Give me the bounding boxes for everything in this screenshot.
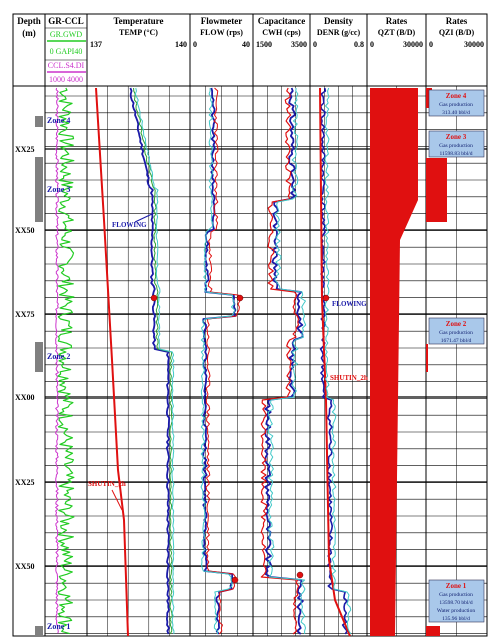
annotations: XX25 XX50 XX75 XX00 XX25 XX50 FLOWING FLOWING SH… <box>15 89 485 636</box>
track-title: Temperature <box>114 16 164 26</box>
depth-unit: (m) <box>22 28 36 38</box>
gr-curve <box>57 87 75 635</box>
temp-pass-curve <box>133 87 173 635</box>
zone-label: Zone 4 <box>47 116 70 125</box>
zone-box-title: Zone 1 <box>446 582 467 590</box>
zone-box-line: 13598.70 bbl/d <box>439 600 473 606</box>
temp-pass2-curve <box>134 87 175 635</box>
track-max: 30000 <box>464 40 484 49</box>
depth-label: XX50 <box>15 226 35 235</box>
log-grid <box>12 13 488 637</box>
zone-box-title: Zone 4 <box>446 92 467 100</box>
gr-scale: 0 GAPI40 <box>50 47 83 56</box>
dens-curve3 <box>324 87 352 635</box>
shutin-temp-arrow <box>111 489 123 511</box>
track-max: 30000 <box>403 40 423 49</box>
qzi-zone-bar <box>426 158 447 222</box>
depth-title: Depth <box>17 16 41 26</box>
gr-name: GR.GWD <box>50 30 82 39</box>
track-title: Density <box>324 16 353 26</box>
depth-label: XX25 <box>15 145 35 154</box>
zone-interval-bar <box>35 626 43 636</box>
track-unit: QZI (B/D) <box>439 28 475 37</box>
track-title: Capacitance <box>258 16 306 26</box>
track-title: Rates <box>446 16 468 26</box>
track-min: 0 <box>370 40 374 49</box>
qzi-zone-bar <box>426 344 428 372</box>
track-min: 0 <box>313 40 317 49</box>
temp-flowing-curve <box>129 87 171 635</box>
zone-box-line: Gas production <box>439 102 473 108</box>
ccl-curve <box>55 87 59 634</box>
track-unit: TEMP (°C) <box>119 28 158 37</box>
inflow-marker <box>150 294 158 302</box>
track-min: 0 <box>429 40 433 49</box>
track-unit: FLOW (rps) <box>200 28 243 37</box>
zone-box-line: 313.40 bbl/d <box>442 110 470 116</box>
dens-flowing-curve <box>319 87 348 635</box>
track-unit: QZT (B/D) <box>378 28 416 37</box>
zone-box-line: 1671.47 bbl/d <box>441 338 472 344</box>
track-min: 137 <box>90 40 102 49</box>
flowing-temp-arrow <box>134 213 153 223</box>
cap-curve2 <box>260 87 300 635</box>
zone-label: Zone 3 <box>47 185 70 194</box>
track-max: 3500 <box>291 40 307 49</box>
zone-box <box>428 89 485 117</box>
track-max: 40 <box>242 40 250 49</box>
ccl-scale: 1000 4000 <box>49 75 83 84</box>
ccl-name: CCL.S4.DI <box>48 61 85 70</box>
flow-curve2 <box>205 87 241 635</box>
track-min: 1500 <box>256 40 272 49</box>
depth-label: XX00 <box>15 393 35 402</box>
track-title: Rates <box>386 16 408 26</box>
grccl-title: GR-CCL <box>48 16 84 26</box>
depth-label: XX75 <box>15 310 35 319</box>
dens-shutin-curve <box>319 87 351 637</box>
depth-label: XX25 <box>15 478 35 487</box>
zone-box-line: 135.96 bbl/d <box>442 616 470 622</box>
flow-curve3 <box>200 87 236 635</box>
inflow-marker <box>322 294 330 302</box>
zone-label: Zone 2 <box>47 352 70 361</box>
zone-box-line: Gas production <box>439 330 473 336</box>
qzt-fill <box>370 88 418 636</box>
zone-interval-bar <box>35 116 43 127</box>
zone-box-title: Zone 3 <box>446 133 467 141</box>
zone-box-line: Water production <box>437 608 475 614</box>
cap-curve <box>264 87 304 635</box>
zone-box-title: Zone 2 <box>446 320 467 328</box>
flow-curve <box>202 87 237 635</box>
track-max: 0.8 <box>354 40 364 49</box>
cap-curve3 <box>267 87 307 635</box>
zone-interval-bar <box>35 157 43 222</box>
track-unit: DENR (g/cc) <box>317 28 361 37</box>
zone-box <box>428 317 485 345</box>
zone-box <box>428 579 485 623</box>
zone-box-line: Gas production <box>439 143 473 149</box>
depth-label: XX50 <box>15 562 35 571</box>
inflow-marker <box>231 576 239 584</box>
zone-label: Zone 1 <box>47 622 70 631</box>
inflow-marker <box>236 294 244 302</box>
zone-interval-bar <box>35 342 43 372</box>
inflow-marker <box>296 571 304 579</box>
log-curves <box>55 87 447 637</box>
track-min: 0 <box>193 40 197 49</box>
zone-box-line: 11598.83 bbl/d <box>439 151 472 157</box>
shutin-dens-label: SHUTIN_2h <box>330 374 368 382</box>
temp-shutin-curve <box>95 87 129 637</box>
header-row: Depth (m) GR-CCL GR.GWD 0 GAPI40 CCL.S4.DI 100… <box>17 16 484 84</box>
qzi-zone-bar <box>426 626 440 636</box>
track-title: Flowmeter <box>201 16 242 26</box>
zone-box-line: Gas production <box>439 592 473 598</box>
track-max: 140 <box>175 40 187 49</box>
track-unit: CWH (cps) <box>262 28 301 37</box>
shutin-temp-label: SHUTIN_2h <box>88 480 126 488</box>
flowing-dens-label: FLOWING <box>332 300 367 308</box>
zone-box <box>428 130 485 158</box>
flowing-temp-label: FLOWING <box>112 221 147 229</box>
